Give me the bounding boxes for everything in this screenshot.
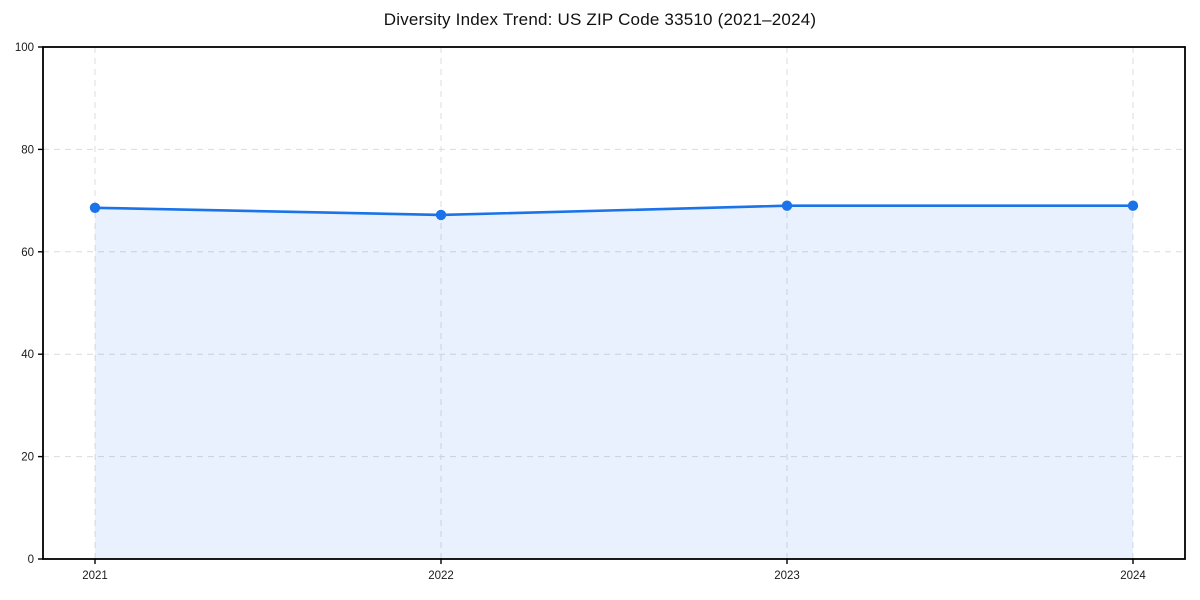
data-point-2022 (435, 209, 447, 221)
x-tick-label: 2021 (82, 570, 108, 582)
x-tick-label: 2022 (428, 570, 454, 582)
y-tick-label: 20 (21, 452, 34, 464)
y-tick-label: 100 (15, 42, 34, 54)
data-point-2023 (781, 200, 793, 211)
y-tick-label: 0 (28, 554, 34, 566)
data-point-2024 (1127, 200, 1139, 211)
area-fill (95, 205, 1133, 559)
y-tick-label: 40 (21, 349, 34, 361)
trend-line (93, 204, 1135, 217)
chart-title: Diversity Index Trend: US ZIP Code 33510… (383, 10, 817, 29)
y-tick-label: 80 (21, 144, 34, 156)
x-tick-label: 2023 (774, 570, 800, 582)
x-tick-label: 2024 (1120, 570, 1146, 582)
data-point-2021 (89, 202, 101, 213)
y-tick-label: 60 (21, 247, 34, 259)
axes-frame (42, 46, 1186, 560)
